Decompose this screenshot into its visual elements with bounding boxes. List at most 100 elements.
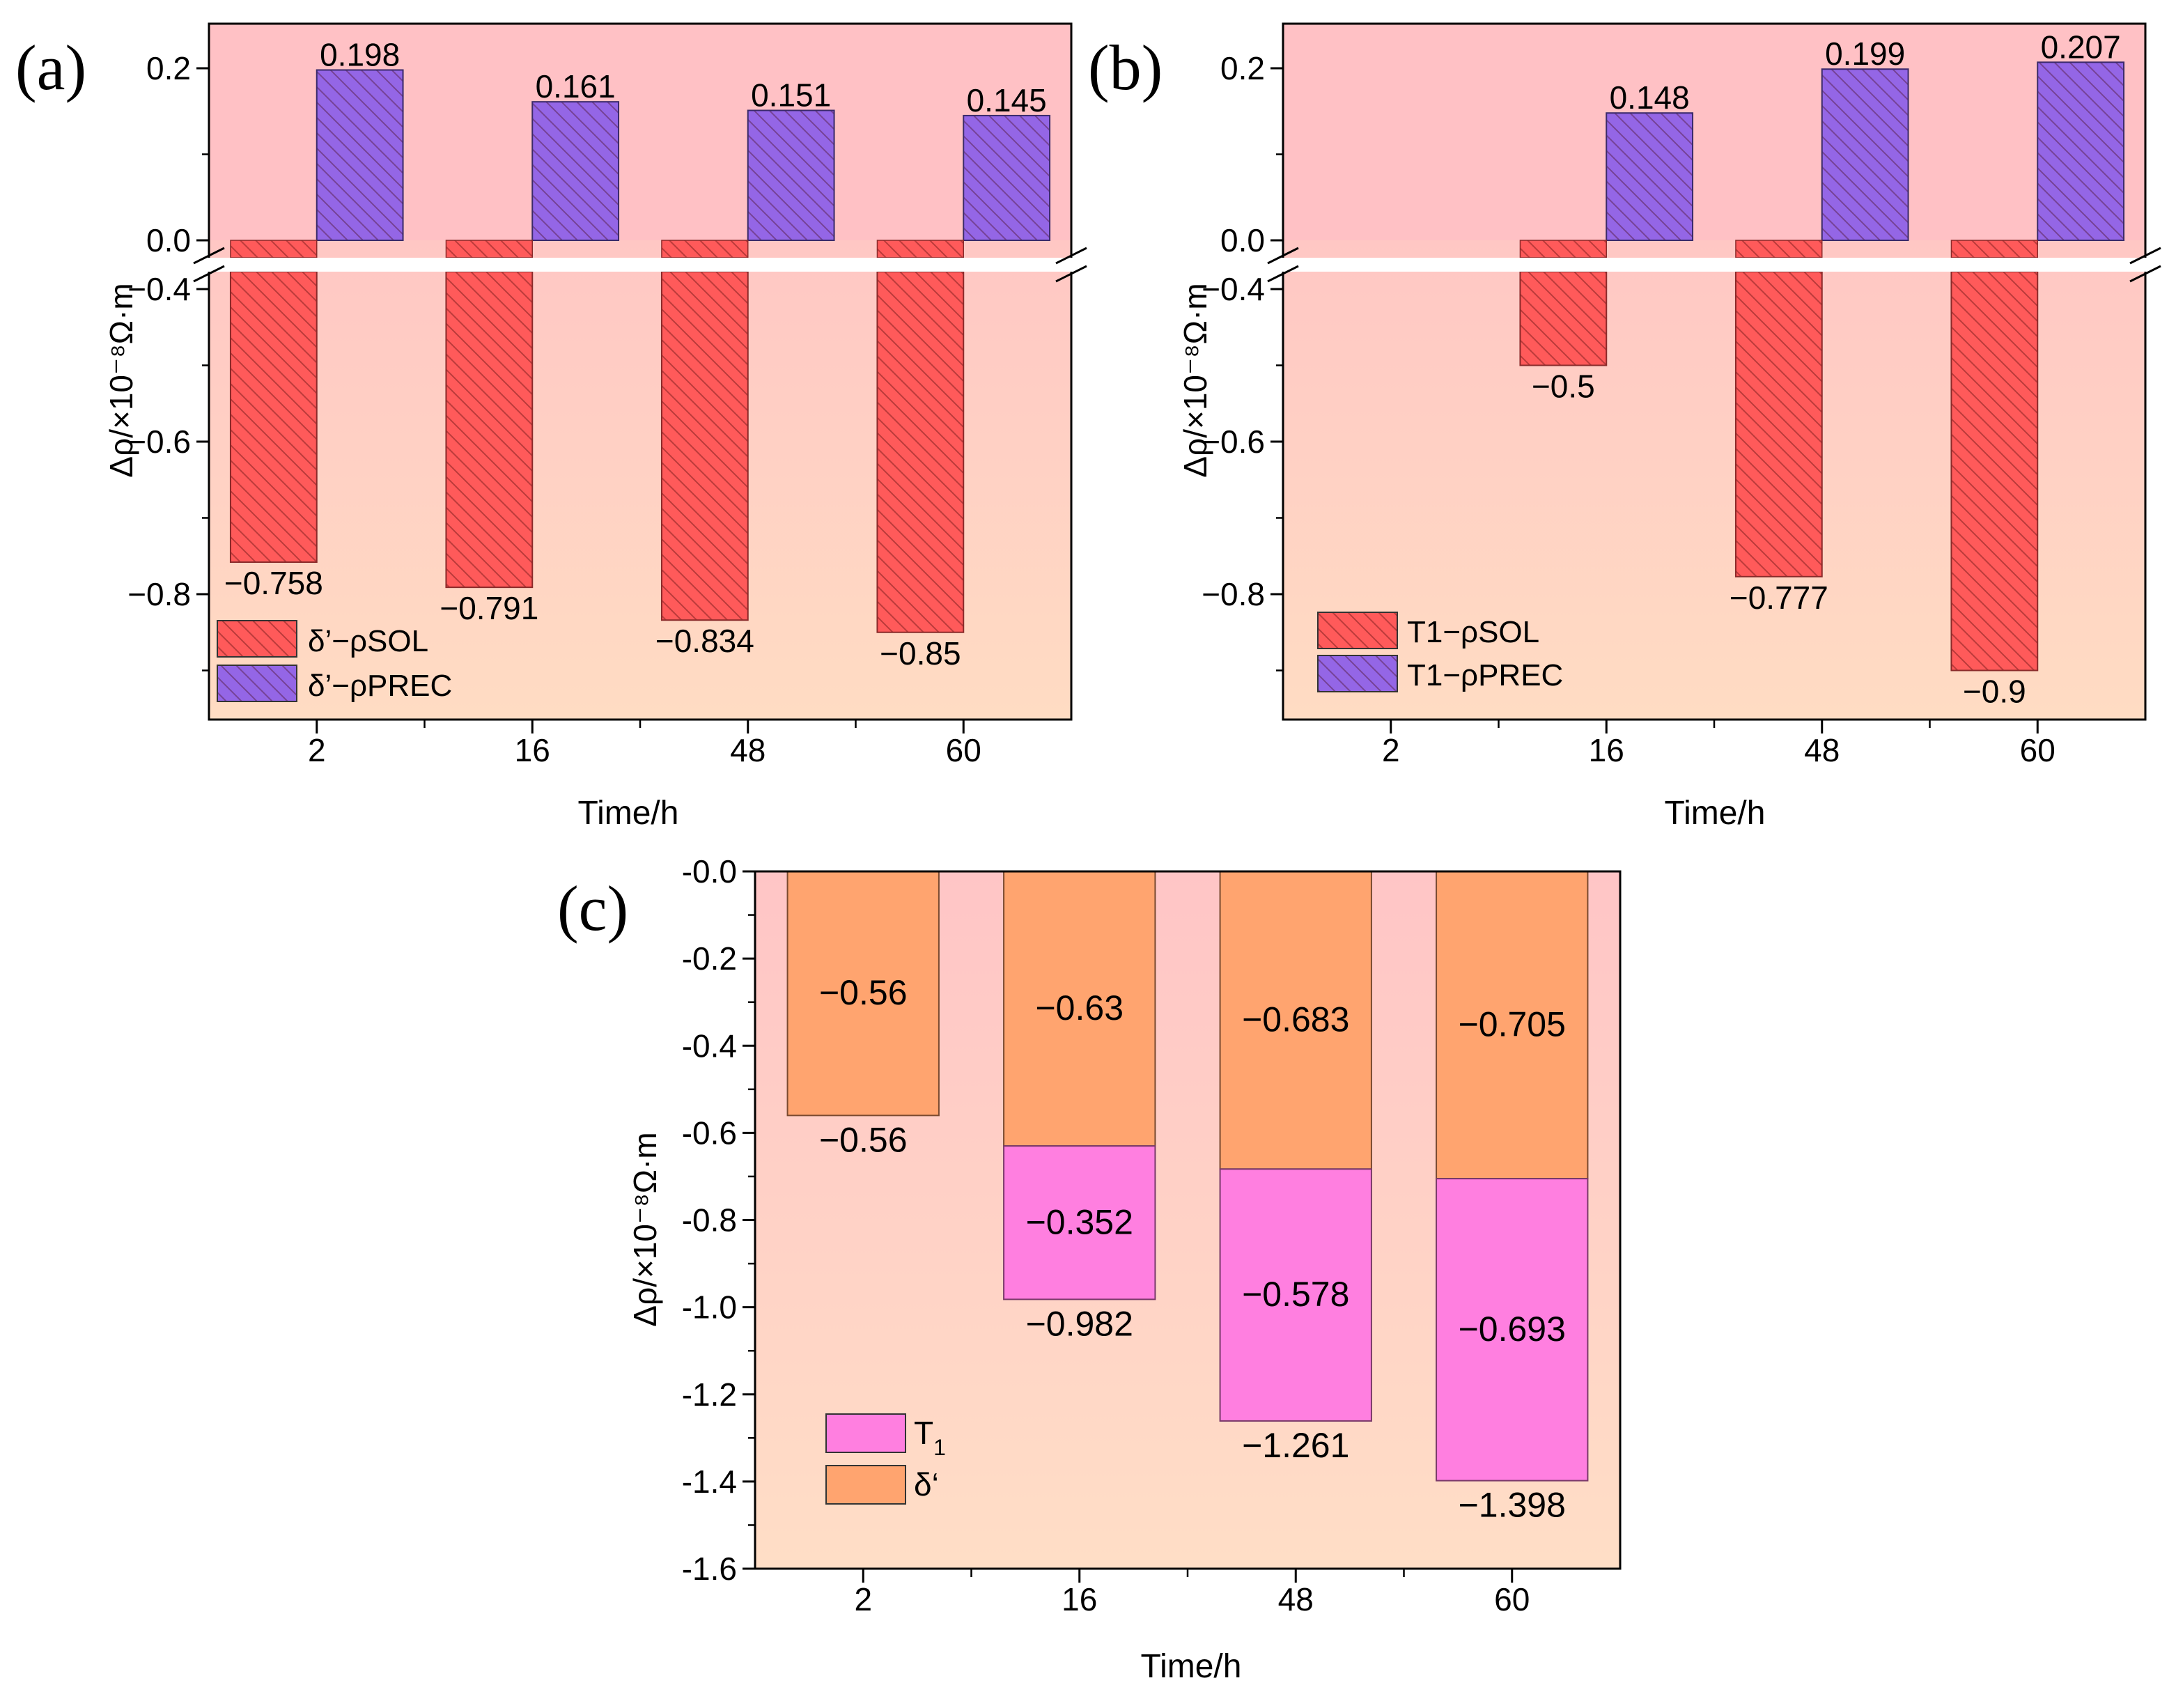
data-label-t1: −0.352 [1026, 1202, 1133, 1241]
data-label-prec: 0.148 [1610, 79, 1690, 116]
y-tick-label: -1.2 [682, 1376, 737, 1413]
data-label-sol: −0.9 [1963, 674, 2026, 710]
data-label-t1: −0.693 [1459, 1310, 1566, 1349]
bar-sol-upper [230, 240, 318, 258]
y-tick-label: -0.2 [682, 940, 737, 977]
x-tick-label: 48 [730, 732, 766, 768]
bar-delta [1003, 871, 1156, 1147]
legend-label-delta: δ‘ [914, 1466, 939, 1503]
panel-a-plot: 0.198 −0.758 2 0.161 −0.791 16 0.151 −0.834 48 0.… [127, 22, 1087, 768]
legend-label-t1-sub: 1 [933, 1435, 946, 1460]
axis-break-mark [1267, 247, 1299, 265]
x-tick-label: 16 [1589, 732, 1624, 768]
y-tick-label: -1.6 [682, 1551, 737, 1587]
bar-sol-upper [661, 240, 749, 258]
panel-c-label: (c) [557, 873, 628, 944]
y-tick-label: -0.8 [682, 1202, 737, 1239]
panel-b-xlabel: Time/h [1665, 795, 1766, 832]
bar-t1 [1003, 1145, 1156, 1301]
bar-sol [876, 271, 965, 633]
data-label-sol: −0.758 [224, 565, 323, 601]
data-label-sol: −0.5 [1532, 368, 1595, 405]
x-tick-label: 60 [2020, 732, 2055, 768]
panel-a-legend: δ’−ρSOL δ’−ρPREC [217, 620, 452, 703]
data-label-total: −0.982 [1026, 1304, 1133, 1343]
legend-label-prec: δ’−ρPREC [308, 669, 452, 703]
panel-a-label: (a) [15, 32, 86, 103]
x-tick-label: 2 [1382, 732, 1400, 768]
frame-upper [208, 22, 1073, 258]
axis-break-mark [2129, 247, 2161, 265]
bar-prec [1606, 112, 1694, 241]
y-tick-label: −0.6 [1202, 424, 1265, 460]
data-label-sol: −0.791 [440, 590, 538, 626]
axis-break-mark [1055, 265, 1087, 283]
bar-sol-upper [876, 240, 964, 258]
y-tick-label: −0.8 [127, 576, 191, 612]
legend-swatch-sol [1317, 612, 1398, 649]
legend-label-t1: T1 [914, 1415, 946, 1460]
axis-break-mark [2129, 265, 2161, 283]
y-tick-label: −0.6 [127, 424, 191, 460]
data-label-prec: 0.161 [536, 68, 616, 104]
bar-delta [1219, 871, 1372, 1170]
bar-sol [445, 271, 534, 589]
panel-c-xlabel: Time/h [1141, 1648, 1242, 1685]
y-tick-label: 0.2 [146, 50, 191, 86]
legend-swatch-sol [217, 620, 297, 658]
bar-sol [1519, 271, 1608, 366]
y-tick-label: −0.8 [1202, 576, 1265, 612]
legend-label-prec: T1−ρPREC [1407, 658, 1563, 692]
x-tick-label: 16 [515, 732, 550, 768]
data-label-total: −1.261 [1242, 1426, 1349, 1465]
bar-delta [786, 871, 940, 1117]
axis-break-mark [1267, 265, 1299, 283]
panel-a-xlabel: Time/h [578, 795, 679, 832]
axis-break-band [209, 258, 1071, 272]
legend-swatch-prec [1317, 655, 1398, 692]
y-tick-label: -1.4 [682, 1464, 737, 1500]
x-tick-label: 2 [308, 732, 326, 768]
y-tick-label: −0.4 [127, 271, 191, 307]
bar-t1 [1219, 1168, 1372, 1422]
legend-label-t1-main: T [914, 1415, 933, 1451]
bar-sol [660, 271, 749, 621]
bar-sol-upper [445, 240, 534, 258]
axis-break-mark [1055, 247, 1087, 265]
axis-break-band [1283, 258, 2145, 272]
legend-label-sol: δ’−ρSOL [308, 624, 428, 658]
x-tick-label: 60 [946, 732, 981, 768]
x-tick-label: 16 [1062, 1581, 1097, 1617]
data-label-prec: 0.145 [967, 82, 1047, 118]
x-tick-label: 2 [854, 1581, 872, 1617]
panel-a: (a) 0.198 −0.758 2 0.161 −0.791 16 0.151 −0.834… [15, 22, 1087, 832]
bar-delta [1436, 871, 1589, 1180]
y-tick-label: 0.2 [1220, 50, 1265, 86]
bar-prec [747, 109, 835, 241]
y-tick-label: -1.0 [682, 1289, 737, 1326]
bar-t1 [1436, 1178, 1589, 1482]
y-tick-label: -0.0 [682, 853, 737, 890]
data-label-sol: −0.777 [1730, 580, 1828, 616]
y-tick-label: -0.6 [682, 1115, 737, 1151]
bar-prec [963, 114, 1051, 241]
bar-sol-upper [1950, 240, 2038, 258]
data-label-prec: 0.199 [1825, 36, 1905, 72]
data-label-prec: 0.207 [2041, 29, 2121, 65]
panel-c-ylabel: Δρ/×10⁻⁸Ω·m [627, 1132, 663, 1326]
bar-prec [316, 69, 404, 241]
panel-b-plot: 2 0.148 −0.5 16 0.199 −0.777 48 0.207 −0.9 60 0.2 0… [1202, 22, 2161, 768]
bar-prec [2037, 61, 2125, 242]
data-label-delta: −0.705 [1459, 1005, 1566, 1044]
bar-sol [1734, 271, 1823, 577]
data-label-sol: −0.834 [655, 623, 754, 659]
x-tick-label: 48 [1278, 1581, 1314, 1617]
frame-lower [1282, 272, 2147, 721]
y-tick-label: 0.0 [1220, 222, 1265, 258]
data-label-total: −0.56 [819, 1120, 908, 1159]
bar-sol-upper [1735, 240, 1823, 258]
y-tick-label: -0.4 [682, 1027, 737, 1064]
data-label-delta: −0.683 [1242, 1000, 1349, 1039]
x-tick-label: 48 [1804, 732, 1840, 768]
